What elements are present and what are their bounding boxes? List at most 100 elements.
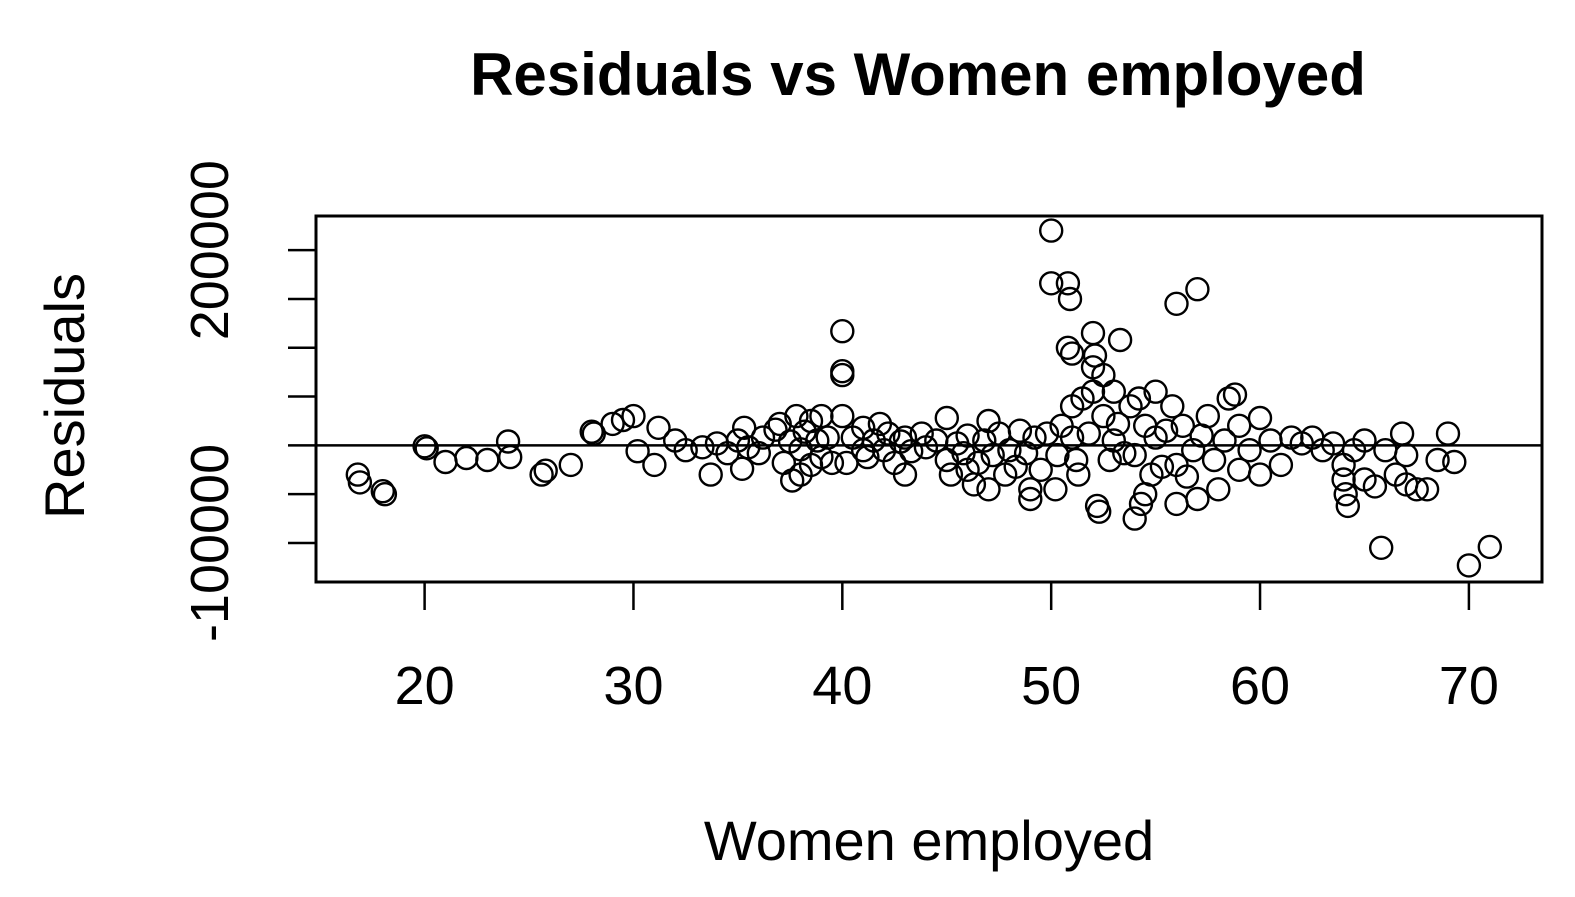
data-point bbox=[1442, 449, 1467, 475]
data-point bbox=[529, 462, 554, 487]
data-point bbox=[1013, 441, 1039, 466]
data-point bbox=[955, 423, 980, 448]
data-point bbox=[495, 429, 521, 454]
data-point bbox=[1160, 394, 1185, 419]
x-tick-label: 60 bbox=[1230, 656, 1290, 716]
data-point bbox=[600, 411, 625, 437]
data-point bbox=[1080, 320, 1106, 346]
data-point bbox=[1086, 499, 1112, 524]
data-point bbox=[972, 428, 997, 453]
data-point bbox=[646, 415, 671, 440]
x-tick-label: 40 bbox=[812, 656, 872, 716]
data-point bbox=[1333, 482, 1358, 507]
data-point bbox=[1258, 428, 1283, 453]
data-point bbox=[533, 458, 558, 483]
data-point bbox=[1091, 403, 1116, 429]
data-point bbox=[1164, 491, 1189, 517]
data-point bbox=[938, 462, 964, 487]
data-point bbox=[1414, 477, 1440, 502]
data-point bbox=[1055, 335, 1081, 360]
x-tick-label: 20 bbox=[395, 656, 455, 716]
x-axis: 20 30 40 50 60 70 bbox=[395, 580, 1499, 716]
data-point bbox=[1018, 486, 1043, 512]
data-point bbox=[454, 445, 479, 471]
data-point bbox=[1185, 277, 1210, 302]
data-point bbox=[767, 411, 792, 437]
data-point bbox=[1185, 486, 1210, 512]
data-point bbox=[980, 442, 1005, 468]
data-point bbox=[997, 438, 1022, 463]
data-point bbox=[815, 425, 840, 450]
data-point bbox=[1206, 477, 1231, 502]
data-point bbox=[498, 444, 523, 470]
data-point bbox=[1180, 438, 1206, 463]
data-point bbox=[1335, 493, 1361, 519]
data-point bbox=[732, 415, 757, 440]
data-point bbox=[805, 428, 830, 453]
data-point bbox=[1149, 454, 1175, 479]
data-point bbox=[581, 421, 606, 446]
data-point bbox=[1118, 394, 1143, 419]
data-point bbox=[830, 319, 855, 344]
data-point bbox=[1153, 418, 1179, 443]
chart-title: Residuals vs Women employed bbox=[470, 41, 1366, 108]
data-point bbox=[610, 407, 636, 433]
x-tick-label: 70 bbox=[1439, 656, 1499, 716]
data-point bbox=[1045, 442, 1070, 468]
data-point bbox=[1028, 457, 1053, 482]
data-point bbox=[1389, 421, 1415, 446]
data-point bbox=[1076, 421, 1102, 446]
data-point bbox=[1101, 379, 1127, 404]
data-point bbox=[976, 477, 1001, 502]
data-point bbox=[414, 436, 439, 461]
data-point bbox=[370, 479, 395, 504]
data-point bbox=[830, 403, 855, 429]
plot-frame bbox=[314, 214, 1544, 584]
data-point bbox=[1034, 421, 1060, 446]
data-point bbox=[1063, 447, 1089, 473]
data-point bbox=[1126, 386, 1152, 411]
data-point bbox=[475, 447, 500, 473]
data-point bbox=[855, 444, 880, 470]
data-point bbox=[1057, 286, 1083, 312]
data-point bbox=[1477, 534, 1503, 560]
data-point bbox=[784, 403, 809, 429]
data-point bbox=[698, 462, 723, 487]
data-point bbox=[1456, 553, 1482, 578]
x-tick-label: 50 bbox=[1021, 656, 1081, 716]
data-point bbox=[625, 439, 650, 464]
data-point bbox=[1043, 477, 1068, 502]
data-point bbox=[1059, 341, 1085, 366]
data-point bbox=[347, 470, 373, 495]
data-point bbox=[372, 482, 398, 507]
data-point bbox=[558, 452, 583, 478]
data-point bbox=[819, 450, 845, 476]
data-point bbox=[1066, 462, 1091, 487]
data-point bbox=[746, 441, 771, 466]
y-tick-label: 200000 bbox=[180, 160, 240, 340]
data-point bbox=[892, 425, 918, 450]
data-point bbox=[1122, 506, 1147, 531]
data-point bbox=[412, 434, 437, 459]
data-point bbox=[1226, 413, 1252, 438]
data-point bbox=[1368, 535, 1394, 560]
data-point bbox=[899, 439, 924, 464]
data-point bbox=[1237, 438, 1262, 463]
data-point bbox=[965, 450, 991, 476]
data-point bbox=[892, 462, 918, 487]
data-point bbox=[1105, 411, 1131, 437]
data-point bbox=[1216, 386, 1241, 411]
data-point bbox=[1212, 428, 1237, 453]
data-point bbox=[750, 425, 776, 450]
data-point bbox=[1164, 291, 1189, 316]
data-point bbox=[1122, 442, 1147, 468]
x-axis-label: Women employed bbox=[704, 809, 1154, 872]
data-point bbox=[1170, 413, 1196, 438]
data-point bbox=[876, 421, 901, 446]
data-point bbox=[1112, 441, 1137, 466]
data-point bbox=[961, 472, 987, 497]
data-point bbox=[642, 452, 667, 478]
data-point bbox=[763, 417, 788, 442]
data-point bbox=[673, 438, 698, 463]
